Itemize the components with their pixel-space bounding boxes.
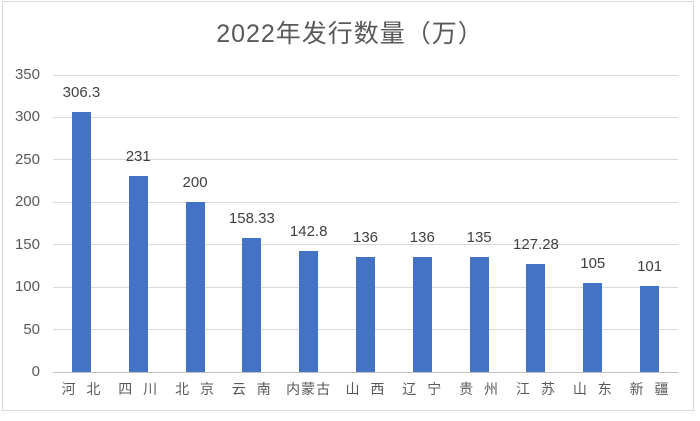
x-tick-label: 新 疆	[629, 381, 670, 397]
data-label: 105	[580, 254, 606, 272]
bar-2	[128, 175, 148, 372]
y-gridline	[53, 201, 678, 203]
x-tick-label: 辽 宁	[402, 381, 443, 397]
bar-5	[299, 250, 319, 372]
bar-6	[356, 256, 375, 372]
y-tick-label: 300	[14, 108, 40, 126]
bar-3	[185, 202, 205, 372]
y-tick-label: 150	[14, 235, 40, 253]
data-label: 127.28	[513, 236, 559, 253]
data-label: 158.33	[228, 209, 275, 227]
bar-9	[526, 264, 546, 372]
x-tick-label: 山 西	[345, 381, 386, 397]
bar-7	[412, 256, 432, 372]
x-tick-label: 江 苏	[516, 381, 556, 397]
bar-4	[242, 237, 262, 372]
y-tick-label: 0	[31, 363, 40, 380]
y-tick-label: 50	[23, 320, 40, 338]
data-label: 135	[466, 229, 492, 247]
data-label: 136	[352, 228, 379, 246]
x-axis-line	[53, 371, 678, 373]
x-tick-label: 河 北	[61, 381, 102, 397]
x-tick-label: 内蒙古	[286, 381, 332, 397]
y-tick-label: 350	[14, 66, 40, 83]
bar-11	[640, 286, 660, 372]
data-label: 142.8	[289, 222, 328, 240]
data-label: 101	[637, 258, 663, 276]
data-label: 136	[409, 228, 435, 246]
data-label: 200	[182, 174, 208, 192]
chart-title: 2022年发行数量（万）	[216, 20, 484, 48]
data-label: 306.3	[62, 84, 101, 102]
bar-1	[71, 112, 91, 372]
x-tick-label: 云 南	[231, 381, 272, 397]
x-tick-label: 北 京	[175, 381, 215, 397]
x-tick-label: 四 川	[118, 381, 159, 397]
y-tick-label: 250	[14, 150, 40, 168]
data-label: 231	[125, 147, 151, 165]
x-tick-label: 山 东	[572, 381, 613, 397]
bar-10	[583, 282, 603, 372]
y-gridline	[53, 74, 678, 76]
y-gridline	[53, 116, 678, 118]
plot-area: 306.3 231 200 158.33 142.8 136 136 135 127.28 105…	[53, 74, 678, 373]
y-gridline	[53, 159, 678, 161]
y-gridline	[53, 244, 678, 246]
y-tick-label: 100	[14, 278, 40, 296]
y-tick-label: 200	[14, 193, 40, 211]
bar-8	[469, 257, 489, 372]
x-tick-label: 贵 州	[459, 381, 500, 397]
